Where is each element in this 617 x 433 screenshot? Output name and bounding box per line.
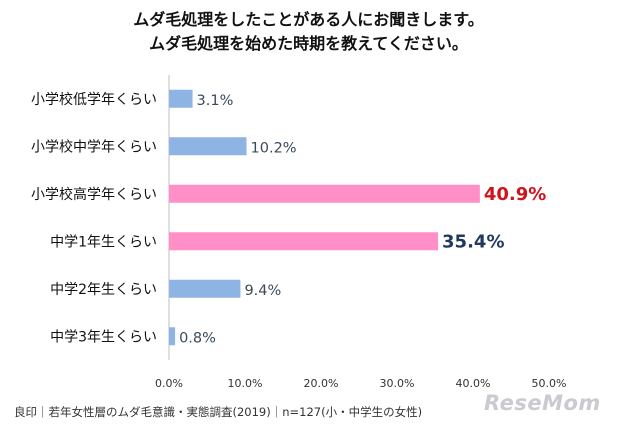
value-label: 40.9% — [484, 184, 546, 205]
bar — [169, 184, 480, 203]
category-label: 中学2年生くらい — [50, 282, 157, 298]
bar — [169, 137, 247, 156]
resemom-logo: ReseMom — [484, 391, 601, 415]
category-label: 中学1年生くらい — [50, 234, 157, 250]
value-label: 10.2% — [251, 140, 297, 156]
value-label: 35.4% — [442, 231, 504, 252]
bar — [169, 327, 176, 346]
chart-title-line2: ムダ毛処理を始めた時期を教えてください。 — [149, 34, 468, 53]
x-tick-label: 0.0% — [155, 377, 183, 390]
x-tick-label: 10.0% — [228, 377, 263, 390]
bar — [169, 89, 193, 108]
x-tick-label: 50.0% — [532, 377, 567, 390]
value-label: 0.8% — [179, 330, 216, 346]
category-label: 小学校低学年くらい — [31, 91, 157, 108]
category-label: 小学校高学年くらい — [31, 186, 157, 203]
value-label: 9.4% — [244, 283, 281, 299]
category-label: 中学3年生くらい — [50, 329, 157, 345]
value-label: 3.1% — [197, 93, 234, 109]
x-tick-label: 30.0% — [380, 377, 415, 390]
x-tick-label: 40.0% — [456, 377, 491, 390]
source-footer: 良印｜若年女性層のムダ毛意識・実態調査(2019)｜n=127(小・中学生の女性… — [14, 405, 423, 419]
category-label: 小学校中学年くらい — [31, 138, 157, 155]
x-tick-label: 20.0% — [304, 377, 339, 390]
bar — [169, 279, 241, 298]
chart-title-line1: ムダ毛処理をしたことがある人にお聞きします。 — [133, 10, 484, 29]
bar — [169, 232, 439, 251]
